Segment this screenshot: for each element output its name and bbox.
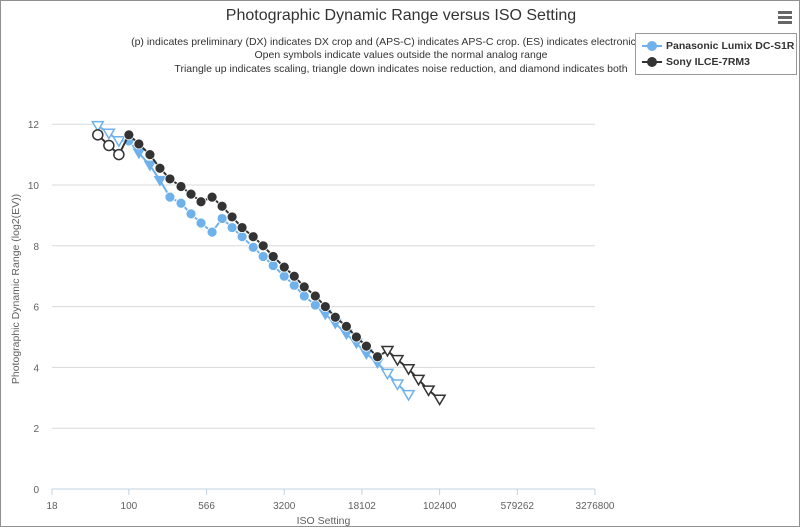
data-point-1-29: [390, 354, 405, 367]
y-tick-label-0: 0: [33, 485, 39, 496]
y-tick-label-5: 10: [28, 181, 40, 192]
data-point-0-11: [206, 226, 218, 238]
legend-label-sony: Sony ILCE-7RM3: [666, 56, 751, 68]
series-layer: [90, 120, 447, 407]
data-point-1-14: [236, 222, 248, 233]
data-point-0-17: [267, 260, 279, 271]
data-point-1-30: [401, 364, 416, 376]
data-point-0-0: [90, 120, 105, 133]
data-point-1-28: [380, 345, 395, 358]
legend-item-panasonic[interactable]: Panasonic Lumix DC-S1R: [642, 39, 794, 53]
series-0: [90, 120, 416, 402]
data-point-0-12: [216, 213, 228, 224]
data-point-1-12: [216, 200, 228, 212]
data-point-1-27: [372, 351, 383, 363]
x-tick-label-4: 18102: [348, 501, 376, 512]
series-line-1: [97, 133, 441, 401]
data-point-1-15: [247, 231, 259, 243]
data-point-0-18: [278, 270, 290, 282]
data-point-1-6: [154, 162, 166, 174]
x-tick-label-6: 579262: [501, 501, 535, 512]
data-point-0-21: [309, 299, 321, 311]
series-1: [92, 129, 447, 407]
data-point-1-5: [144, 149, 156, 161]
chart-subtitle-line-3: Triangle up indicates scaling, triangle …: [174, 63, 628, 75]
x-tick-label-0: 18: [46, 501, 58, 512]
x-axis-title: ISO Setting: [297, 515, 351, 527]
data-point-1-21: [309, 290, 321, 302]
chart-subtitle-line-2: Open symbols indicate values outside the…: [254, 49, 548, 61]
x-tick-label-3: 3200: [273, 501, 296, 512]
y-tick-label-3: 6: [33, 303, 39, 314]
data-point-0-15: [247, 241, 259, 253]
legend-swatch-sony: [642, 57, 662, 67]
data-point-1-24: [341, 320, 352, 332]
chart-title: Photographic Dynamic Range versus ISO Se…: [225, 7, 577, 24]
data-point-0-14: [236, 231, 248, 243]
data-point-0-7: [164, 191, 176, 203]
data-point-1-9: [185, 188, 197, 200]
data-point-1-4: [133, 138, 145, 150]
legend-swatch-panasonic: [642, 41, 662, 51]
data-point-1-22: [319, 301, 331, 313]
data-point-1-23: [329, 311, 341, 323]
data-point-1-7: [164, 173, 176, 185]
data-point-0-8: [175, 197, 187, 209]
data-point-1-13: [226, 211, 238, 223]
data-point-1-26: [361, 340, 372, 352]
chart-subtitle-line-1: (p) indicates preliminary (DX) indicates…: [131, 36, 671, 48]
x-tick-label-1: 100: [121, 501, 138, 512]
data-point-0-10: [195, 217, 207, 229]
data-point-1-32: [421, 385, 436, 397]
data-point-0-5: [143, 160, 157, 172]
data-point-1-20: [298, 281, 310, 293]
y-tick-label-2: 4: [33, 363, 39, 374]
data-point-0-20: [298, 290, 310, 302]
data-point-1-19: [288, 270, 300, 282]
chart-legend: Panasonic Lumix DC-S1R Sony ILCE-7RM3: [635, 33, 797, 75]
data-point-1-1: [103, 139, 115, 152]
legend-label-panasonic: Panasonic Lumix DC-S1R: [666, 40, 795, 52]
data-point-1-10: [195, 196, 207, 208]
x-tick-label-5: 102400: [423, 501, 457, 512]
data-point-1-25: [351, 331, 362, 343]
data-point-0-6: [153, 175, 167, 187]
data-point-1-0: [92, 129, 104, 141]
data-point-0-28: [380, 368, 395, 381]
data-point-0-9: [185, 208, 197, 220]
data-point-1-16: [257, 240, 269, 252]
data-point-1-33: [432, 394, 447, 407]
data-point-0-16: [257, 251, 269, 262]
data-point-0-29: [390, 379, 405, 391]
data-point-1-11: [206, 191, 218, 203]
data-point-0-19: [288, 279, 300, 291]
y-axis-title: Photographic Dynamic Range (log2(EV)): [10, 194, 22, 384]
data-point-1-18: [278, 261, 290, 273]
data-point-1-2: [113, 148, 125, 161]
data-point-0-13: [226, 222, 238, 233]
data-point-0-2: [112, 136, 126, 148]
data-point-1-8: [175, 181, 187, 192]
series-line-0: [97, 124, 410, 396]
y-tick-label-4: 8: [33, 242, 39, 253]
y-tick-label-6: 12: [28, 120, 40, 131]
data-point-1-31: [411, 374, 426, 387]
data-point-1-17: [267, 251, 279, 262]
axes: 0 2 4 6 8 10 12 18 100 566 3200 18102 102400 579262 32…: [10, 120, 615, 527]
data-point-1-3: [123, 129, 135, 141]
data-point-0-30: [401, 389, 416, 402]
data-point-0-1: [102, 128, 116, 141]
hamburger-menu-icon[interactable]: [776, 9, 794, 25]
legend-item-sony[interactable]: Sony ILCE-7RM3: [642, 55, 750, 69]
x-tick-label-2: 566: [198, 501, 215, 512]
y-tick-label-1: 2: [33, 424, 39, 435]
x-tick-label-7: 3276800: [576, 501, 615, 512]
